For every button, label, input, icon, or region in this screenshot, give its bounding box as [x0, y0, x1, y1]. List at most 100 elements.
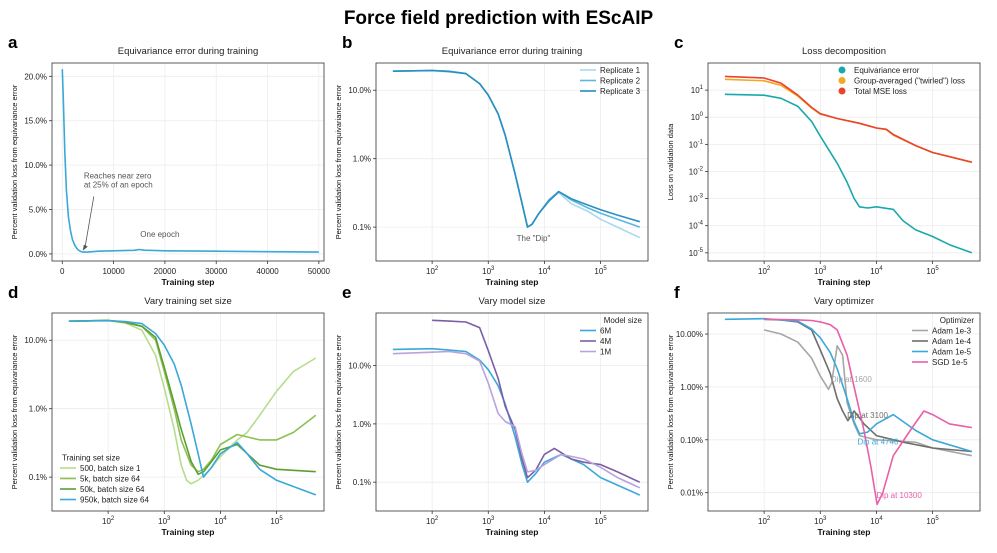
axes-frame [375, 312, 649, 512]
legend-item: Replicate 3 [580, 87, 641, 96]
series-line [724, 93, 973, 254]
x-axis-label: Training step [486, 527, 539, 537]
annotation: Dip at 4740 [857, 437, 898, 446]
x-tick-label: 104 [870, 516, 883, 526]
y-tick-label: 0.1% [29, 473, 47, 482]
x-tick-label: 104 [870, 266, 883, 276]
legend-item: Adam 1e-4 [912, 337, 972, 346]
annotation-text: at 25% of an epoch [84, 180, 153, 189]
x-tick-label: 103 [814, 516, 827, 526]
y-tick-label: 1.0% [353, 420, 371, 429]
y-tick-label: 0.1% [353, 478, 371, 487]
axes-frame [707, 312, 981, 512]
panel-letter: a [8, 33, 18, 52]
series-line [392, 347, 641, 496]
legend-marker [838, 66, 846, 74]
legend: Equivariance error Group-averaged ("twirl… [838, 66, 965, 96]
annotation-arrowhead [82, 244, 88, 251]
x-axis-label: Training step [162, 277, 215, 287]
legend-label: 6M [600, 327, 611, 336]
panel-d: d Vary training set size 102 103 104 105 0.1% 1… [8, 283, 325, 537]
y-axis-label: Percent validation loss from equivarianc… [10, 334, 19, 489]
series-line [68, 319, 317, 485]
legend-label: Group-averaged ("twirled") loss [854, 77, 965, 86]
annotation-text: Dip at 10300 [876, 491, 922, 500]
panel-title: Loss decomposition [802, 46, 886, 57]
x-tick-label: 102 [426, 266, 439, 276]
x-tick-label: 104 [538, 516, 551, 526]
legend-item: 4M [580, 337, 611, 346]
y-tick-label: 0.10% [680, 436, 703, 445]
legend-item: 950k, batch size 64 [60, 496, 149, 505]
x-tick-label: 50000 [308, 267, 331, 276]
y-tick-label: 0.01% [680, 489, 703, 498]
legend-label: Replicate 3 [600, 87, 641, 96]
legend-label: 50k, batch size 64 [80, 485, 145, 494]
y-tick-label: 10-4 [689, 221, 704, 231]
panel-title: Equivariance error during training [442, 46, 582, 57]
legend-marker [838, 87, 846, 95]
y-tick-label: 100 [691, 112, 704, 122]
legend-item: 6M [580, 327, 611, 336]
y-tick-label: 20.0% [24, 72, 47, 81]
y-tick-label: 0.1% [353, 223, 371, 232]
panel-letter: d [8, 283, 18, 302]
legend-label: 5k, batch size 64 [80, 475, 141, 484]
panel-f: f Vary optimizer 102 103 104 105 0.01% 0.10% 1.0… [666, 283, 981, 537]
panel-title: Equivariance error during training [118, 46, 258, 57]
series-line [68, 319, 317, 473]
series-line [68, 319, 316, 476]
annotation: Dip at 10300 [876, 491, 922, 500]
x-tick-label: 102 [758, 516, 771, 526]
panel-letter: e [342, 283, 351, 302]
annotation-text: Dip at 4740 [857, 437, 898, 446]
legend-label: Adam 1e-5 [932, 348, 972, 357]
grid [52, 63, 324, 261]
legend-title: Training set size [62, 454, 121, 463]
x-tick-label: 20000 [154, 267, 177, 276]
y-tick-label: 15.0% [24, 117, 47, 126]
series-line [724, 75, 972, 163]
axes-frame [51, 62, 325, 262]
panel-title: Vary model size [479, 296, 546, 307]
legend-item: Replicate 1 [580, 66, 641, 75]
x-tick-label: 103 [158, 516, 171, 526]
y-axis-label: Percent validation loss from equivarianc… [334, 84, 343, 239]
x-tick-label: 105 [270, 516, 283, 526]
annotation-text: One epoch [140, 230, 179, 239]
x-tick-label: 102 [758, 266, 771, 276]
legend-label: 1M [600, 348, 611, 357]
figure-title: Force field prediction with EScAIP [343, 8, 654, 29]
annotation-text: The "Dip" [517, 234, 551, 243]
y-axis-label: Percent validation loss from equivarianc… [10, 84, 19, 239]
legend-item: 50k, batch size 64 [60, 485, 145, 494]
legend-item: Adam 1e-3 [912, 327, 972, 336]
legend-label: 500, batch size 1 [80, 464, 141, 473]
annotation-arrow [84, 196, 95, 249]
legend-item: Adam 1e-5 [912, 348, 972, 357]
legend-title: Optimizer [940, 316, 975, 325]
y-axis-label: Percent validation loss from equivarianc… [666, 334, 675, 489]
x-tick-label: 105 [594, 266, 607, 276]
y-tick-label: 10-3 [689, 194, 704, 204]
x-tick-label: 40000 [256, 267, 279, 276]
y-tick-label: 10.0% [24, 161, 47, 170]
annotation: Dip at 3100 [847, 411, 888, 420]
legend-label: SGD 1e-5 [932, 358, 968, 367]
series-line [61, 69, 319, 253]
panel-e: e Vary model size 102 103 104 105 0.1% 1.0% 10.0… [334, 283, 649, 537]
legend-label: Adam 1e-4 [932, 337, 972, 346]
x-axis-label: Training step [162, 527, 215, 537]
series-line [432, 319, 641, 483]
panel-letter: f [674, 283, 680, 302]
y-tick-label: 5.0% [29, 206, 47, 215]
legend-label: Total MSE loss [854, 87, 907, 96]
panel-letter: b [342, 33, 352, 52]
legend-title: Model size [604, 316, 643, 325]
y-tick-label: 1.0% [353, 155, 371, 164]
y-tick-label: 1.0% [29, 405, 47, 414]
x-tick-label: 102 [426, 516, 439, 526]
legend-item: 5k, batch size 64 [60, 475, 141, 484]
